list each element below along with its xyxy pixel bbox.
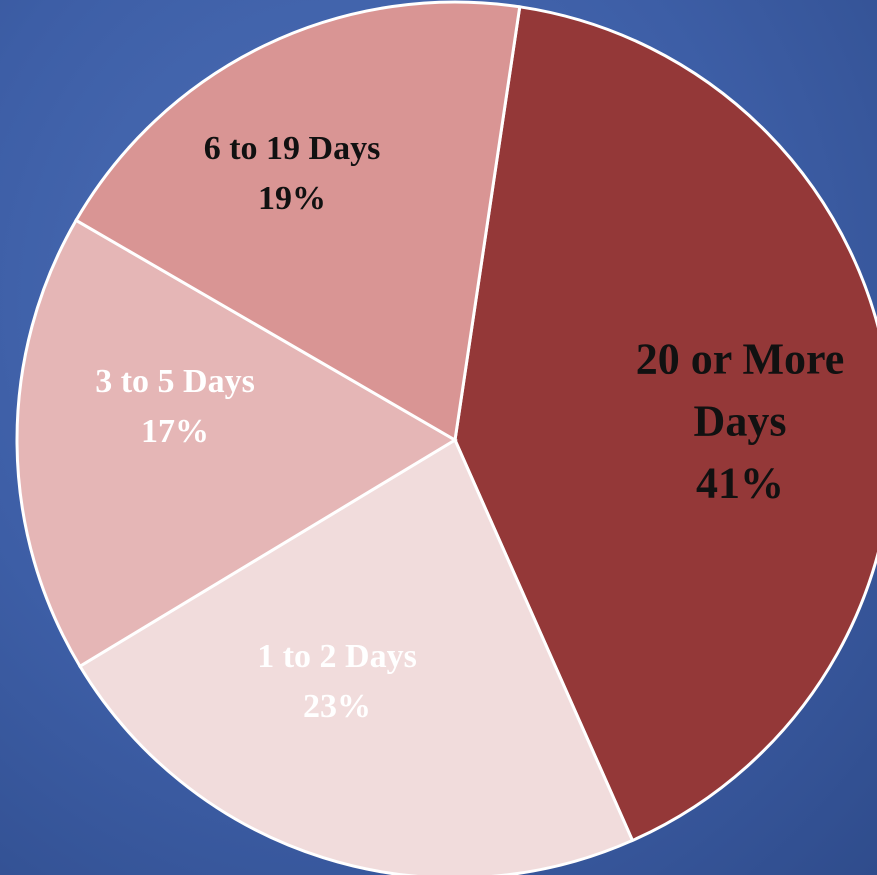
slice-label-3: 6 to 19 Days 19%: [204, 130, 381, 217]
slice-label-line: 6 to 19 Days: [204, 130, 381, 167]
pie-slice-2: [15, 218, 458, 669]
slice-label-line: Days: [694, 396, 787, 445]
slice-label-line: 1 to 2 Days: [257, 638, 417, 675]
slice-label-line: 20 or More: [636, 334, 845, 383]
pie-slice-0: [453, 5, 877, 843]
pie-slices: [15, 0, 877, 875]
pie-slice-3: [74, 0, 522, 443]
slice-label-1: 1 to 2 Days 23%: [257, 638, 417, 725]
slice-label-2: 3 to 5 Days 17%: [95, 363, 255, 450]
slice-label-line: 17%: [141, 413, 209, 450]
slice-label-line: 19%: [258, 180, 326, 217]
pie-slice-1: [77, 437, 635, 875]
pie-labels: 20 or More Days 41% 1 to 2 Days 23% 3 to 5 Da…: [95, 130, 844, 725]
slice-label-line: 3 to 5 Days: [95, 363, 255, 400]
slice-label-line: 23%: [303, 688, 371, 725]
slice-label-0: 20 or More Days 41%: [636, 334, 845, 507]
slice-label-line: 41%: [696, 458, 784, 507]
